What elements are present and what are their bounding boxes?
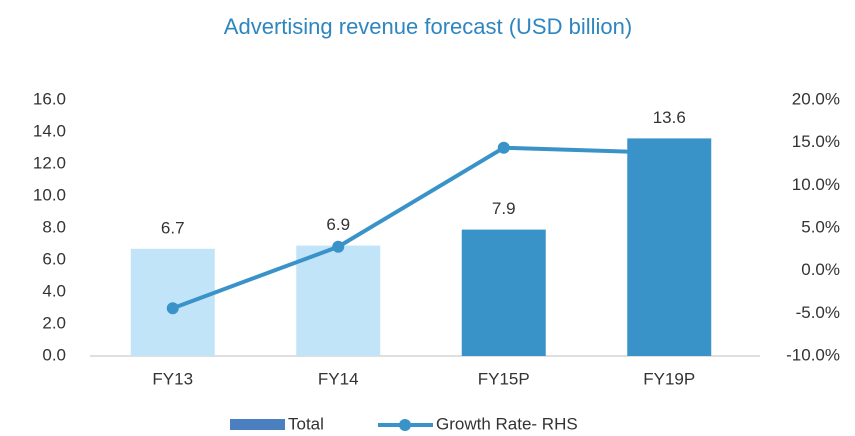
legend-marker (399, 419, 411, 431)
legend-label: Growth Rate- RHS (436, 414, 578, 433)
y-tick-label: 6.0 (42, 249, 66, 268)
y-tick-label: 8.0 (42, 217, 66, 236)
line-marker (663, 146, 676, 159)
line-marker (332, 240, 345, 253)
y2-tick-label: 15.0% (792, 132, 840, 151)
line (172, 145, 670, 311)
data-label: 6.9 (326, 215, 350, 234)
y2-tick-label: 20.0% (792, 89, 840, 108)
x-tick-label: FY13 (152, 369, 193, 388)
chart-title: Advertising revenue forecast (USD billio… (224, 14, 632, 39)
x-tick-label: FY15P (478, 369, 530, 388)
y-tick-label: 12.0 (33, 153, 66, 172)
y-tick-label: 14.0 (33, 121, 66, 140)
y-tick-label: 4.0 (42, 281, 66, 300)
y2-tick-label: 5.0% (801, 217, 840, 236)
data-label: 7.9 (492, 199, 516, 218)
y2-tick-label: 10.0% (792, 175, 840, 194)
bar (627, 138, 712, 356)
x-tick-label: FY14 (318, 369, 359, 388)
data-label: 13.6 (653, 108, 686, 127)
x-tick-label: FY19P (643, 369, 695, 388)
y2-tick-label: -5.0% (796, 303, 840, 322)
legend-label: Total (288, 414, 324, 433)
legend-swatch (230, 419, 285, 430)
y-tick-label: 10.0 (33, 185, 66, 204)
y-tick-label: 0.0 (42, 345, 66, 364)
bar (296, 245, 381, 356)
data-label: 6.7 (161, 218, 185, 237)
y2-tick-label: -10.0% (786, 345, 840, 364)
y-tick-label: 16.0 (33, 89, 66, 108)
bar (461, 229, 546, 356)
y-tick-label: 2.0 (42, 313, 66, 332)
line-marker (166, 302, 179, 315)
y2-tick-label: 0.0% (801, 260, 840, 279)
line-marker (497, 141, 510, 154)
